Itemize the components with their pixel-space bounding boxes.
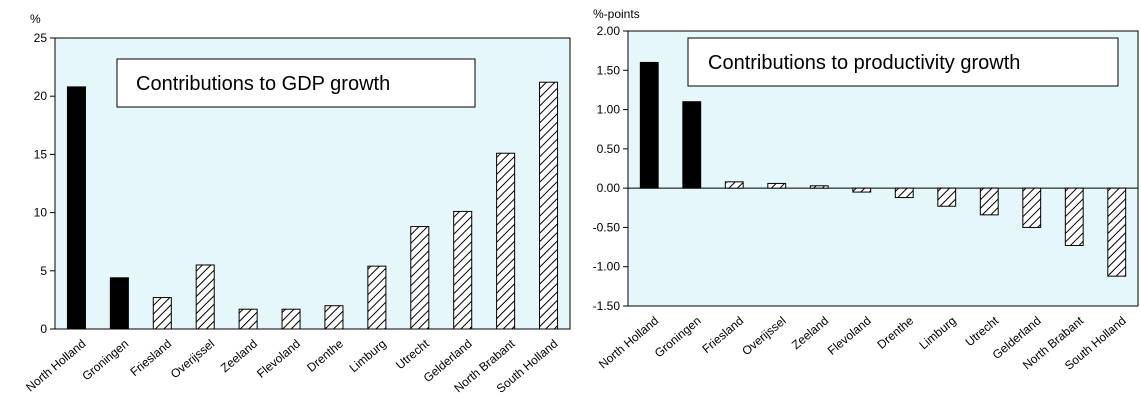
y-tick-label: 5	[40, 264, 47, 278]
x-category-label: Groningen	[79, 337, 131, 384]
y-tick-label: 20	[34, 89, 48, 103]
bar-north-holland	[66, 86, 86, 330]
bar-north-holland	[639, 61, 659, 189]
x-category-label: Drenthe	[874, 313, 916, 351]
gdp-title-box	[116, 58, 476, 108]
bar-gelderland	[453, 210, 473, 330]
y-tick-label: 0.50	[597, 142, 621, 156]
bar-flevoland	[281, 308, 301, 330]
productivity-growth-chart: %-points -1.50 -1.00 -0.50 0.00 0.50 1.00 1.50…	[593, 7, 1139, 373]
y-tick-label: 10	[34, 206, 48, 220]
x-category-label: Friesland	[699, 314, 746, 356]
bar-friesland	[152, 297, 172, 330]
y-tick-label: 15	[34, 147, 48, 161]
y-tick-label: 1.00	[597, 103, 621, 117]
gdp-y-axis: 0 5 10 15 20 25	[34, 31, 55, 336]
productivity-y-unit-label: %-points	[593, 7, 640, 21]
y-tick-label: -1.00	[593, 260, 621, 274]
bar-north-brabant	[496, 152, 516, 330]
y-tick-label: -1.50	[593, 299, 621, 313]
gdp-growth-chart: % 0 5 10 15 20 25 North HollandGroningenFries…	[23, 12, 571, 396]
x-category-label: North Holland	[23, 337, 88, 395]
bar-drenthe	[324, 305, 344, 330]
x-category-label: Utrecht	[963, 313, 1002, 349]
bar-limburg	[937, 187, 957, 207]
bar-overijssel	[195, 264, 215, 330]
y-tick-label: -0.50	[593, 220, 621, 234]
gdp-x-axis: North HollandGroningenFrieslandOverijsse…	[23, 336, 560, 396]
x-category-label: Flevoland	[825, 314, 874, 358]
bar-groningen	[109, 277, 129, 330]
y-tick-label: 25	[34, 31, 48, 45]
x-category-label: Overijssel	[168, 337, 217, 382]
bar-utrecht	[979, 187, 999, 216]
gdp-y-unit-label: %	[30, 12, 41, 26]
bar-south-holland	[539, 81, 559, 330]
bar-drenthe	[894, 187, 914, 199]
bar-zeeland	[809, 185, 829, 189]
bar-north-brabant	[1064, 187, 1084, 246]
x-category-label: Flevoland	[254, 337, 303, 381]
bar-zeeland	[238, 308, 258, 330]
y-tick-label: 0	[40, 322, 47, 336]
bar-gelderland	[1022, 187, 1042, 228]
x-category-label: Limburg	[347, 337, 389, 376]
bar-south-holland	[1107, 187, 1127, 277]
productivity-x-axis: North HollandGroningenFrieslandOverijsse…	[596, 313, 1129, 373]
x-category-label: Limburg	[916, 314, 958, 353]
x-category-label: Overijssel	[739, 314, 788, 359]
gdp-chart-title: Contributions to GDP growth	[136, 73, 390, 95]
bar-friesland	[724, 181, 744, 189]
x-category-label: Friesland	[127, 337, 174, 379]
bar-groningen	[682, 101, 702, 189]
productivity-chart-title: Contributions to productivity growth	[708, 52, 1020, 74]
y-tick-label: 1.50	[597, 63, 621, 77]
bar-limburg	[367, 265, 387, 330]
x-category-label: North Holland	[596, 314, 661, 372]
x-category-label: Utrecht	[393, 336, 432, 372]
y-tick-label: 2.00	[597, 24, 621, 38]
x-category-label: Drenthe	[304, 336, 346, 374]
bar-overijssel	[767, 182, 787, 189]
productivity-title-box	[687, 37, 1119, 87]
x-category-label: Groningen	[652, 314, 704, 361]
gdp-bars	[66, 81, 559, 330]
productivity-y-axis: -1.50 -1.00 -0.50 0.00 0.50 1.00 1.50 2.00	[593, 24, 628, 313]
bar-flevoland	[852, 187, 872, 193]
bar-utrecht	[410, 226, 430, 330]
y-tick-label: 0.00	[597, 181, 621, 195]
productivity-bars	[628, 61, 1138, 277]
